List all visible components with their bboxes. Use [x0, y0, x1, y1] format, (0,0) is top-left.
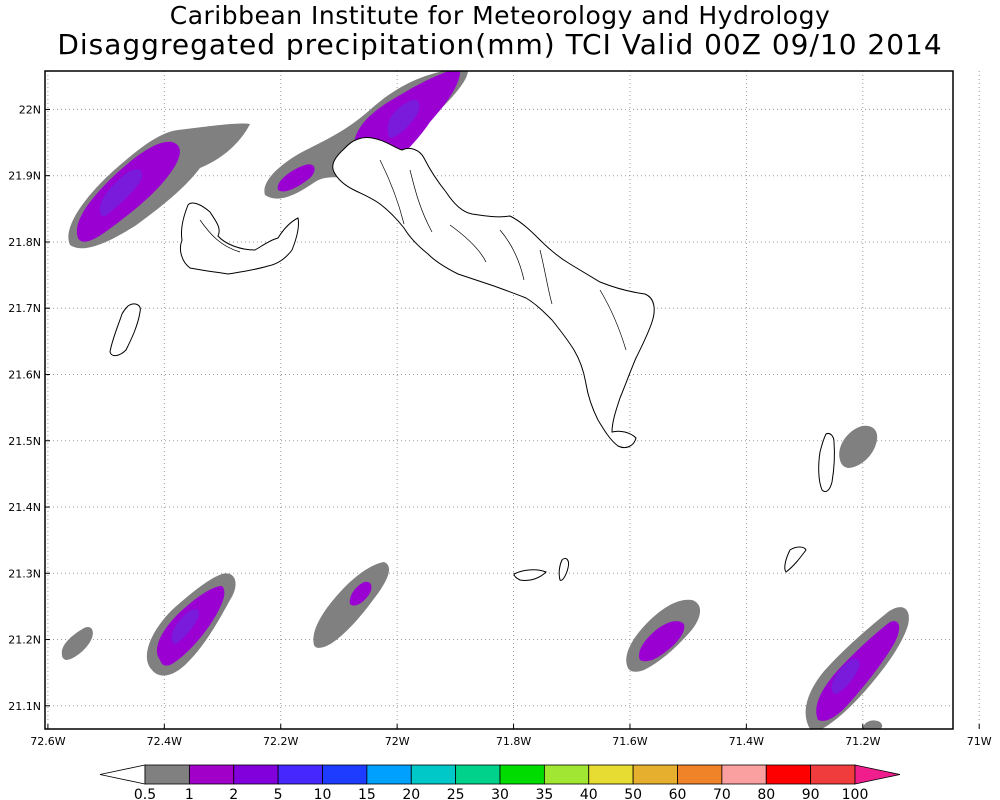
colorbar-label: 80 — [757, 787, 775, 800]
colorbar-label: 35 — [535, 787, 553, 800]
color-scale-bar: 0.5 1 2 5 10 15 20 25 30 35 40 50 60 70 80 90 100 — [99, 764, 901, 800]
precip-area-violet — [99, 169, 143, 217]
colorbar-segment — [233, 764, 279, 785]
colorbar-label: 25 — [447, 787, 465, 800]
precip-area-violet — [831, 658, 860, 694]
island-islet — [109, 303, 141, 357]
colorbar-segment — [632, 764, 678, 785]
colorbar-segment — [721, 764, 767, 785]
colorbar-label: 40 — [580, 787, 598, 800]
lon-tick-label: 71W — [967, 735, 992, 748]
precip-area-gray — [313, 562, 390, 648]
island-salt-cay — [784, 546, 807, 573]
lon-tick-label: 71.6W — [612, 735, 647, 748]
lon-tick-label: 72.4W — [147, 735, 182, 748]
longitude-axis: 72.6W 72.4W 72.2W 72W 71.8W 71.6W 71.4W 71.2W 71… — [30, 724, 992, 748]
precip-area-purple — [816, 621, 900, 721]
precip-area-violet — [387, 99, 420, 138]
colorbar-segment — [588, 764, 634, 785]
colorbar-cap-low — [99, 764, 146, 785]
lon-tick-label: 72.6W — [30, 735, 65, 748]
map-title: Caribbean Institute for Meteorology and … — [0, 2, 1000, 60]
title-institute: Caribbean Institute for Meteorology and … — [169, 1, 831, 30]
coastline — [109, 137, 835, 581]
colorbar-label: 10 — [314, 787, 332, 800]
lat-tick-label: 21.1N — [8, 700, 41, 713]
precip-area-gray — [61, 626, 93, 660]
precipitation-field — [61, 71, 909, 729]
colorbar-label: 20 — [402, 787, 420, 800]
island-caicos-main — [332, 137, 655, 449]
title-product: Disaggregated precipitation(mm) TCI Vali… — [57, 28, 943, 61]
colorbar-label: 2 — [229, 787, 238, 800]
precip-area-violet — [171, 609, 200, 644]
lat-tick-label: 21.9N — [8, 170, 41, 183]
colorbar-label: 70 — [713, 787, 731, 800]
lon-tick-label: 71.4W — [729, 735, 764, 748]
colorbar-label: 15 — [358, 787, 376, 800]
island-west-caicos — [179, 202, 299, 275]
lat-tick-label: 21.6N — [8, 368, 41, 381]
lat-tick-label: 21.4N — [8, 501, 41, 514]
colorbar-segment — [499, 764, 545, 785]
admin-boundaries — [199, 159, 627, 351]
colorbar-label: 50 — [624, 787, 642, 800]
lat-tick-label: 21.3N — [8, 567, 41, 580]
latitude-axis: 22N 21.9N 21.8N 21.7N 21.6N 21.5N 21.4N 21.3N 21… — [8, 103, 50, 713]
lon-tick-label: 72W — [385, 735, 410, 748]
colorbar-segment — [366, 764, 412, 785]
colorbar-segment — [188, 764, 235, 785]
precip-area-gray — [839, 425, 878, 468]
colorbar-segment — [765, 764, 812, 785]
lon-tick-label: 71.2W — [845, 735, 880, 748]
colorbar-label: 30 — [491, 787, 509, 800]
colorbar-segment — [322, 764, 368, 785]
colorbar-label: 0.5 — [134, 787, 156, 800]
colorbar-cap-high — [854, 764, 901, 785]
precip-area-gray — [862, 720, 883, 729]
colorbar-label: 5 — [274, 787, 283, 800]
colorbar-segment — [810, 764, 856, 785]
lat-tick-label: 21.8N — [8, 236, 41, 249]
map-grid — [45, 71, 980, 729]
colorbar-segment — [144, 764, 190, 785]
plot-frame — [44, 70, 954, 730]
lat-tick-label: 21.5N — [8, 435, 41, 448]
lat-tick-label: 21.7N — [8, 302, 41, 315]
island-south-cay-2 — [558, 557, 569, 581]
island-grand-turk — [818, 433, 835, 493]
colorbar-segment — [543, 764, 590, 785]
colorbar-segment — [410, 764, 457, 785]
colorbar-segment — [677, 764, 723, 785]
lat-tick-label: 22N — [19, 103, 41, 116]
colorbar-label: 90 — [802, 787, 820, 800]
colorbar-label: 1 — [185, 787, 194, 800]
lon-tick-label: 72.2W — [263, 735, 298, 748]
precip-area-purple — [638, 621, 685, 662]
precip-area-purple — [349, 581, 372, 606]
colorbar-segment — [277, 764, 323, 785]
colorbar-label: 60 — [669, 787, 687, 800]
lat-tick-label: 21.2N — [8, 634, 41, 647]
colorbar-segment — [455, 764, 501, 785]
precip-area-purple — [277, 164, 315, 192]
island-south-cay — [513, 569, 547, 581]
lon-tick-label: 71.8W — [496, 735, 531, 748]
colorbar-label: 100 — [842, 787, 869, 800]
